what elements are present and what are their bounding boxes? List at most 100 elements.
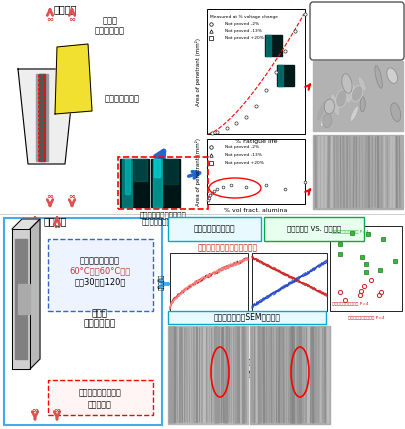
Text: ∞: ∞ [47,15,53,24]
Polygon shape [120,159,149,207]
Text: Area of penetrant (mm²): Area of penetrant (mm²) [194,37,200,106]
Text: Not proved -2%: Not proved -2% [224,22,258,26]
Bar [48,380,153,415]
Bar [207,9,304,134]
Polygon shape [18,69,75,164]
Text: 環氧樹脂＋奈米碳管: 環氧樹脂＋奈米碳管 [79,389,121,398]
Text: ∞: ∞ [32,222,38,231]
Ellipse shape [374,66,382,88]
Text: 顯示膠合接口受疲勞負荷
時脇層的瞬時破壞狀態: 顯示膠合接口受疲勞負荷 時脇層的瞬時破壞狀態 [139,211,186,225]
Text: 60°C熱汔90天: 60°C熱汔90天 [190,414,225,420]
Text: 高溫熱強度電導率分析 P=4: 高溫熱強度電導率分析 P=4 [331,301,368,305]
Bar [263,217,363,241]
Text: 導電性監控 VS. 疲勞壽命: 導電性監控 VS. 疲勞壽命 [286,226,340,233]
Text: Not proved +20%: Not proved +20% [224,36,263,40]
Bar [207,139,304,204]
Bar [252,253,326,311]
Text: 持續30天／120天: 持續30天／120天 [74,278,126,287]
Ellipse shape [316,102,324,121]
Polygon shape [153,159,160,177]
Polygon shape [312,135,402,209]
Text: 導電性
複材膠合接口: 導電性 複材膠合接口 [84,309,116,329]
Ellipse shape [330,94,339,116]
Text: 溫熱環境控制處理: 溫熱環境控制處理 [80,257,120,266]
Text: % vol fract. alumina: % vol fract. alumina [224,208,287,214]
Ellipse shape [357,76,365,91]
Polygon shape [168,326,247,424]
Polygon shape [55,44,92,114]
Text: 導電性
複材膠合接口: 導電性 複材膠合接口 [95,16,125,36]
Text: 溫熱環境導電性監控: 溫熱環境導電性監控 [193,224,234,233]
Polygon shape [12,219,40,229]
Polygon shape [276,65,293,86]
Text: ∞: ∞ [32,406,38,415]
Ellipse shape [350,85,362,102]
Text: 溫熱降解: 溫熱降解 [240,359,257,366]
Bar [168,311,325,324]
Text: Measured at % voltage change: Measured at % voltage change [209,15,277,19]
Polygon shape [36,74,48,161]
Polygon shape [153,159,162,207]
Bar [329,226,401,311]
Polygon shape [125,159,130,194]
Ellipse shape [322,114,331,127]
Ellipse shape [346,84,353,102]
Text: 100 μm: 100 μm [387,126,403,130]
Text: 疲勞試驗: 疲勞試驗 [53,4,77,14]
Polygon shape [312,61,402,131]
Polygon shape [134,159,147,181]
Polygon shape [151,159,179,207]
Polygon shape [39,74,45,161]
Polygon shape [18,284,30,314]
Text: Not proved -13%: Not proved -13% [224,153,261,157]
Polygon shape [164,159,177,184]
Ellipse shape [350,106,358,121]
Text: 對螢光液滲進行截斷面SEM觀察
解釋電壓變化百分比與液滲面積之
間的關係。: 對螢光液滲進行截斷面SEM觀察 解釋電壓變化百分比與液滲面積之 間的關係。 [327,21,385,39]
Text: 疲勞試驗: 疲勞試驗 [43,216,66,226]
Text: 電導率變化: 電導率變化 [159,274,164,290]
Text: ∞: ∞ [53,406,60,415]
FancyBboxPatch shape [309,2,403,60]
Ellipse shape [386,68,396,83]
Ellipse shape [324,99,334,114]
Text: 溫熱環境不同之SEM觀察比較: 溫熱環境不同之SEM觀察比較 [213,312,280,321]
Text: 透過導電性監測進行破壞預測: 透過導電性監測進行破壞預測 [198,244,258,253]
Text: 溫熱環境時間 (天): 溫熱環境時間 (天) [194,315,223,321]
Text: 60°C熱汔60°C空氣: 60°C熱汔60°C空氣 [69,266,130,275]
Polygon shape [12,229,30,369]
Text: 螢光液滲浸處理: 螢光液滲浸處理 [104,94,139,103]
Text: % Fatigue life: % Fatigue life [234,139,277,143]
Text: ∞: ∞ [47,192,53,201]
Bar [4,218,162,425]
Text: Not proved -2%: Not proved -2% [224,145,258,149]
Polygon shape [30,219,40,369]
Bar [170,253,247,311]
Text: 疲勞壽命百分比 (%): 疲勞壽命百分比 (%) [272,315,306,321]
Polygon shape [249,326,329,424]
Text: ∞: ∞ [68,15,75,24]
Text: Area of penetrant (mm²): Area of penetrant (mm²) [194,138,200,205]
Polygon shape [15,239,27,359]
Ellipse shape [335,90,346,107]
Bar [48,239,153,311]
Bar [118,157,207,209]
Text: Not proved +20%: Not proved +20% [224,161,263,165]
Bar [168,217,260,241]
Text: ∞: ∞ [68,192,75,201]
Ellipse shape [390,103,400,121]
Text: 60°C空氣90天: 60°C空氣90天 [272,414,307,420]
Ellipse shape [320,117,326,127]
Text: ∞: ∞ [53,222,60,231]
Text: 高溫熱強度電導率分析 P=4: 高溫熱強度電導率分析 P=4 [347,315,384,319]
Polygon shape [122,159,132,207]
Text: 高溫熱環境電導率分析 P=4: 高溫熱環境電導率分析 P=4 [331,229,368,233]
Text: 產生孔洞: 產生孔洞 [240,371,257,377]
Text: Not proved -13%: Not proved -13% [224,29,261,33]
Polygon shape [265,35,270,56]
Text: 點数標診劑: 點数標診劑 [88,401,112,410]
Ellipse shape [359,97,364,112]
Text: 100 μm: 100 μm [387,204,403,208]
Ellipse shape [341,74,351,93]
Polygon shape [277,65,282,86]
Polygon shape [264,35,281,56]
